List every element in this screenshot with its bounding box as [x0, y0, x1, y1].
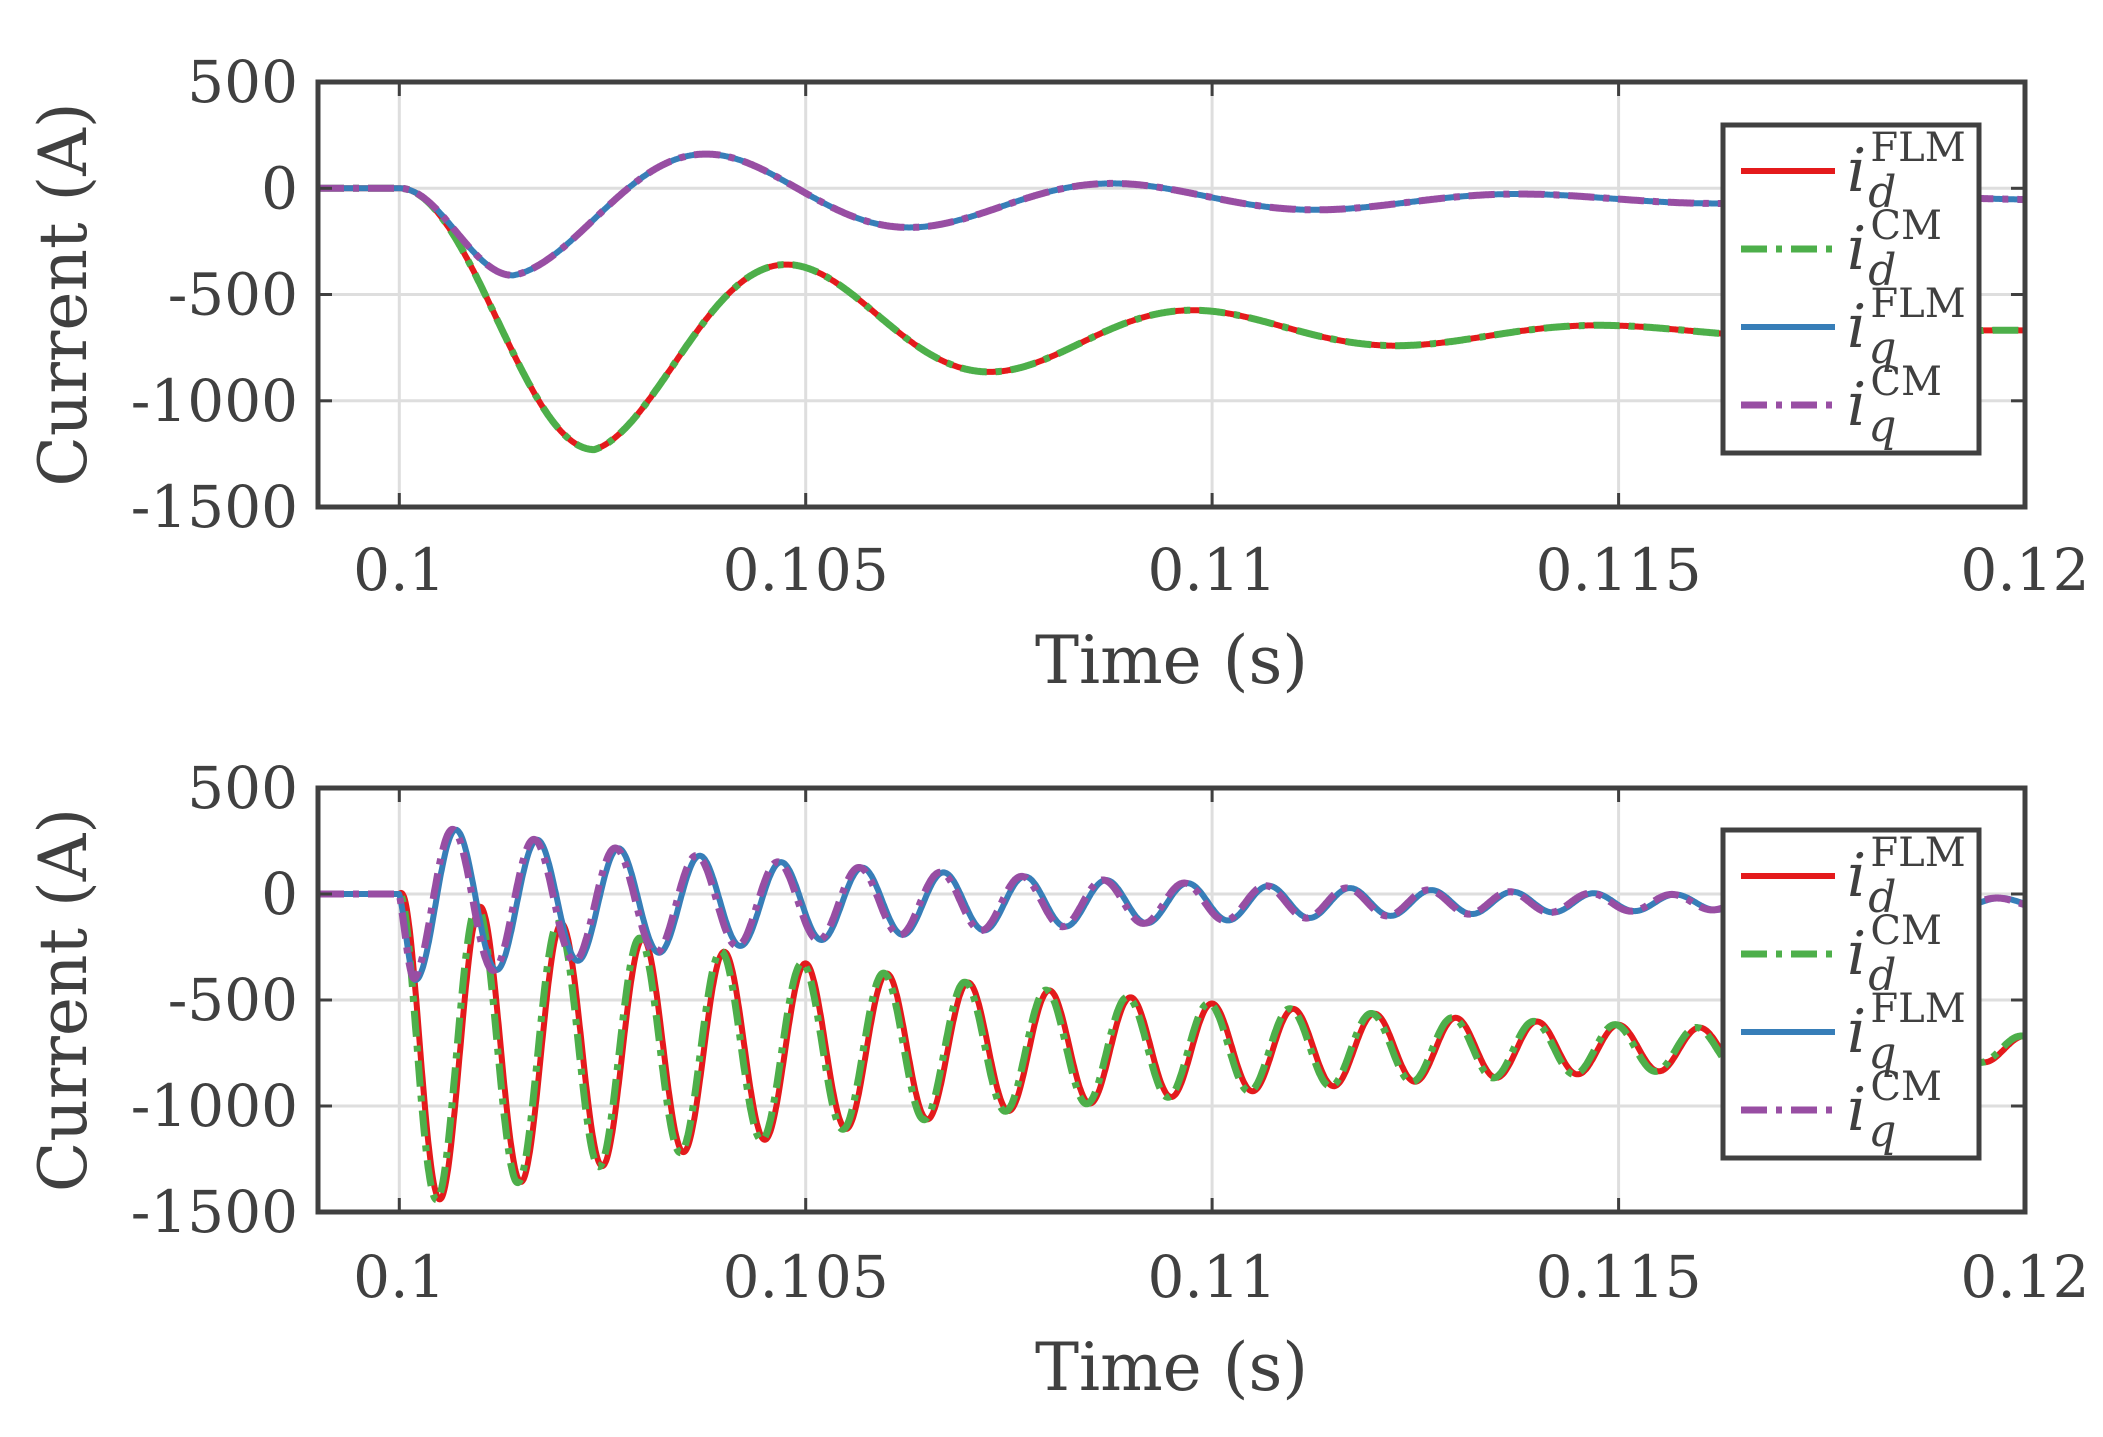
y-tick-label: 0: [261, 154, 298, 222]
axes-box: [315, 79, 2028, 510]
y-tick-label: -1500: [131, 473, 298, 541]
legend-entry-q-flm: iqFLM: [1847, 986, 1966, 1079]
legend-box: [1720, 122, 1982, 456]
y-axis-label: Current (A): [25, 102, 102, 486]
y-tick-label: 0: [261, 860, 298, 928]
x-tick-label: 0.1: [353, 536, 445, 604]
x-tick-label: 0.105: [723, 536, 889, 604]
y-axis-label: Current (A): [25, 808, 102, 1192]
y-tick-label: 500: [187, 754, 298, 822]
top-panel: 0.1 0.105 0.11 0.115 0.12 500 0 -500 -1000 -1500 T…: [25, 48, 2090, 699]
bottom-panel: 0.1 0.105 0.11 0.115 0.12 500 0 -500 -1000 -1500 T…: [25, 754, 2090, 1406]
legend-box: [1720, 827, 1982, 1161]
series-line-q-cm: [318, 825, 2025, 982]
x-axis-label: Time (s): [1035, 622, 1308, 699]
legend-entry-d-flm: idFLM: [1847, 125, 1966, 218]
y-tick-label: -1000: [131, 1072, 298, 1140]
x-tick-label: 0.11: [1148, 536, 1277, 604]
legend-entry-d-cm: idCM: [1847, 908, 1942, 1001]
y-tick-label: -1500: [131, 1178, 298, 1246]
legend-entry-q-cm: iqCM: [1847, 1064, 1942, 1157]
x-tick-label: 0.115: [1536, 536, 1702, 604]
y-tick-label: 500: [187, 48, 298, 116]
x-tick-label: 0.12: [1960, 1243, 2089, 1311]
x-tick-label: 0.12: [1960, 536, 2089, 604]
axes-box: [315, 785, 2028, 1215]
legend-entry-q-flm: iqFLM: [1847, 281, 1966, 374]
series-line-d-cm: [318, 184, 2025, 454]
x-tick-label: 0.115: [1536, 1243, 1702, 1311]
x-tick-label: 0.105: [723, 1243, 889, 1311]
legend-entry-d-flm: idFLM: [1847, 830, 1966, 923]
x-tick-label: 0.11: [1148, 1243, 1277, 1311]
y-tick-label: -500: [168, 966, 298, 1034]
y-tick-label: -500: [168, 261, 298, 329]
legend-entry-q-cm: iqCM: [1847, 359, 1942, 452]
x-tick-label: 0.1: [353, 1243, 445, 1311]
x-axis-label: Time (s): [1035, 1329, 1308, 1406]
legend-entry-d-cm: idCM: [1847, 203, 1942, 296]
y-tick-label: -1000: [131, 367, 298, 435]
